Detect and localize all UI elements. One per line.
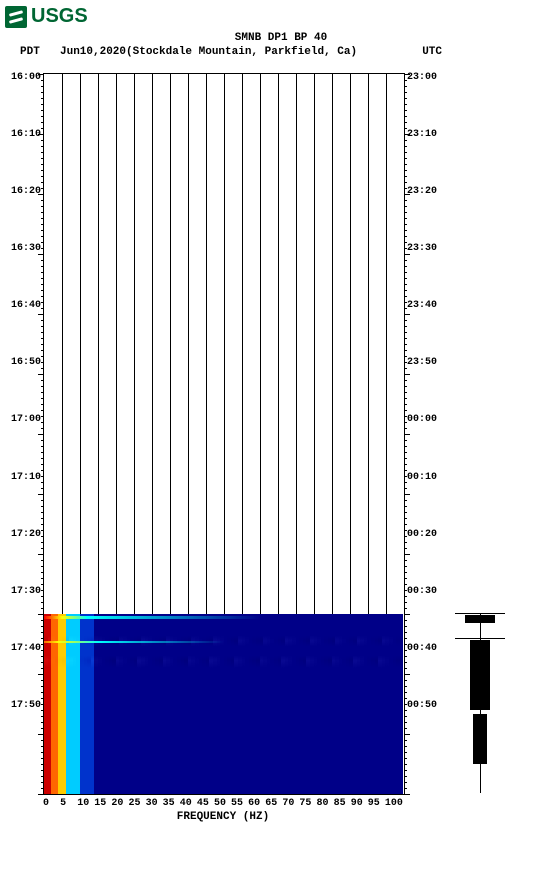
x-tick: 15 — [94, 798, 111, 809]
x-tick: 0 — [43, 798, 60, 809]
chart-subtitle: PDT Jun10,2020(Stockdale Mountain, Parkf… — [5, 46, 552, 58]
x-tick: 20 — [111, 798, 128, 809]
usgs-logo: USGS — [5, 5, 552, 28]
y-tick-left: 17:30 — [5, 587, 41, 597]
y-tick-left: 16:40 — [5, 301, 41, 311]
x-tick: 80 — [317, 798, 334, 809]
spectrogram-plot — [43, 73, 405, 795]
y-tick-left: 17:40 — [5, 644, 41, 654]
usgs-logo-text: USGS — [31, 5, 88, 28]
y-tick-right: 00:40 — [407, 644, 445, 654]
y-tick-right: 00:00 — [407, 415, 445, 425]
x-axis-label: FREQUENCY (HZ) — [43, 811, 403, 823]
x-tick: 70 — [282, 798, 299, 809]
y-tick-right: 00:20 — [407, 530, 445, 540]
y-tick-right: 00:50 — [407, 701, 445, 711]
x-tick: 95 — [368, 798, 385, 809]
x-tick: 10 — [77, 798, 94, 809]
y-tick-left: 16:10 — [5, 130, 41, 140]
x-tick: 40 — [180, 798, 197, 809]
x-tick: 30 — [146, 798, 163, 809]
x-axis: 0510152025303540455055606570758085909510… — [43, 798, 403, 809]
y-tick-left: 17:20 — [5, 530, 41, 540]
right-tz-label: UTC — [422, 46, 542, 58]
y-tick-right: 23:10 — [407, 130, 445, 140]
x-tick: 65 — [265, 798, 282, 809]
y-tick-left: 17:00 — [5, 415, 41, 425]
date-location: Jun10,2020(Stockdale Mountain, Parkfield… — [60, 46, 422, 58]
y-tick-left: 16:50 — [5, 358, 41, 368]
x-tick: 45 — [197, 798, 214, 809]
x-tick: 85 — [334, 798, 351, 809]
y-tick-left: 16:00 — [5, 73, 41, 83]
chart-title: SMNB DP1 BP 40 — [5, 32, 552, 44]
y-tick-right: 23:00 — [407, 73, 445, 83]
y-tick-left: 16:30 — [5, 244, 41, 254]
y-tick-right: 23:30 — [407, 244, 445, 254]
x-tick: 5 — [60, 798, 77, 809]
x-tick: 50 — [214, 798, 231, 809]
seismogram-panel — [445, 73, 515, 793]
chart-area: 16:00 16:10 16:20 16:30 16:40 16:50 17:00 17:10… — [5, 73, 552, 795]
x-tick: 100 — [385, 798, 403, 809]
y-tick-right: 23:50 — [407, 358, 445, 368]
y-tick-right: 23:20 — [407, 187, 445, 197]
y-tick-left: 17:10 — [5, 473, 41, 483]
spectrogram-data — [44, 614, 404, 794]
y-tick-left: 16:20 — [5, 187, 41, 197]
y-axis-left: 16:00 16:10 16:20 16:30 16:40 16:50 17:00 17:10… — [5, 73, 43, 793]
y-tick-right: 00:30 — [407, 587, 445, 597]
left-tz-label: PDT — [20, 46, 60, 58]
x-tick: 35 — [163, 798, 180, 809]
x-tick: 75 — [299, 798, 316, 809]
x-tick: 90 — [351, 798, 368, 809]
y-tick-right: 23:40 — [407, 301, 445, 311]
x-tick: 55 — [231, 798, 248, 809]
x-tick: 60 — [248, 798, 265, 809]
usgs-logo-mark — [5, 6, 27, 28]
y-axis-right: 23:00 23:10 23:20 23:30 23:40 23:50 00:00 00:10… — [405, 73, 445, 793]
y-tick-right: 00:10 — [407, 473, 445, 483]
x-tick: 25 — [128, 798, 145, 809]
y-tick-left: 17:50 — [5, 701, 41, 711]
